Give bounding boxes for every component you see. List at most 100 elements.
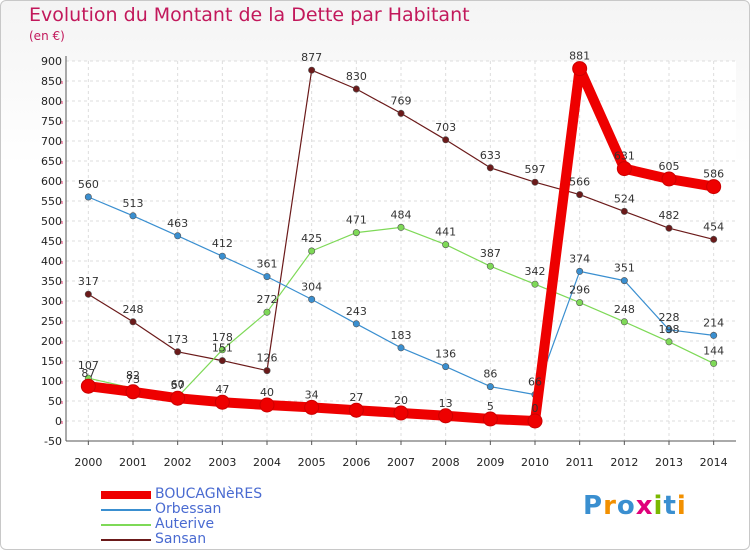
data-point [576,191,584,199]
data-label: 178 [212,331,233,344]
data-label: 633 [480,149,501,162]
legend-swatch [101,509,151,511]
data-point [170,390,186,406]
data-label: 769 [391,94,412,107]
data-label: 40 [260,386,274,399]
data-point [486,164,494,172]
data-point [442,136,450,144]
data-point [352,229,360,237]
data-point [661,171,677,187]
y-tick-label: 850 [41,75,62,88]
data-point [308,295,316,303]
unit-label: (en €) [29,29,65,43]
data-label: 342 [525,265,546,278]
x-tick-label: 2009 [476,456,504,469]
y-tick-label: 0 [55,415,62,428]
data-label: 73 [126,373,140,386]
chart-title: Evolution du Montant de la Dette par Hab… [29,4,470,26]
logo-letter: o [616,491,636,521]
data-label: 471 [346,214,367,227]
data-point [80,378,96,394]
proxiti-logo: Proxiti [583,491,687,521]
logo-letter: i [653,491,664,521]
data-label: 454 [703,220,724,233]
data-point [620,318,628,326]
legend-label: Sansan [155,531,207,547]
y-tick-label: 50 [48,395,62,408]
data-point [665,338,673,346]
data-label: 173 [167,333,188,346]
logo-letter: r [603,491,617,521]
data-label: 183 [391,329,412,342]
y-tick-label: 150 [41,355,62,368]
data-label: 13 [439,397,453,410]
data-label: 34 [305,388,319,401]
data-label: 5 [487,400,494,413]
data-label: 47 [215,383,229,396]
data-label: 605 [659,160,680,173]
x-tick-label: 2014 [700,456,728,469]
data-point [710,331,718,339]
data-point [710,359,718,367]
data-point [572,61,588,77]
data-point [218,357,226,365]
data-point [174,232,182,240]
legend-label: Orbessan [155,501,222,517]
y-tick-label: 250 [41,315,62,328]
x-tick-label: 2010 [521,456,549,469]
x-tick-label: 2008 [432,456,460,469]
x-tick-label: 2013 [655,456,683,469]
y-tick-label: 400 [41,255,62,268]
data-label: 566 [569,176,590,189]
data-labels: 87 73 57 47 40 34 27 20 13 5 0 881 631 605 586 560 513 46… [78,50,724,415]
data-point [482,411,498,427]
data-label: 881 [569,50,590,63]
data-label: 87 [81,367,95,380]
data-label: 387 [480,247,501,260]
data-label: 66 [528,376,542,389]
legend-swatch [101,491,151,499]
x-tick-label: 2012 [610,456,638,469]
data-label: 586 [703,168,724,181]
data-point [259,397,275,413]
data-label: 304 [301,280,322,293]
data-point [352,85,360,93]
data-label: 513 [123,197,144,210]
data-point [263,308,271,316]
data-point [710,235,718,243]
data-label: 877 [301,51,322,64]
data-label: 107 [78,359,99,372]
data-label: 20 [394,394,408,407]
data-label: 248 [123,303,144,316]
data-label: 703 [435,121,456,134]
y-tick-label: 200 [41,335,62,348]
data-label: 151 [212,342,233,355]
x-tick-label: 2005 [298,456,326,469]
data-label: 228 [659,311,680,324]
data-point [129,212,137,220]
data-point [308,66,316,74]
data-label: 631 [614,150,635,163]
logo-letter: x [635,491,654,521]
x-tick-label: 2006 [342,456,370,469]
axes: -500501001502002503003504004505005506006… [41,55,736,469]
data-label: 60 [171,378,185,391]
x-tick-label: 2007 [387,456,415,469]
data-point [308,247,316,255]
x-tick-label: 2003 [208,456,236,469]
data-point [665,326,673,334]
x-tick-label: 2001 [119,456,147,469]
data-label: 296 [569,284,590,297]
data-point [527,413,543,429]
y-tick-label: 650 [41,155,62,168]
data-point [174,348,182,356]
data-label: 560 [78,178,99,191]
plot-area [66,61,736,441]
data-point [620,207,628,215]
logo-letter: i [676,491,687,521]
data-label: 57 [171,379,185,392]
data-point [263,367,271,375]
x-tick-label: 2004 [253,456,281,469]
data-label: 524 [614,192,635,205]
y-tick-label: 550 [41,195,62,208]
